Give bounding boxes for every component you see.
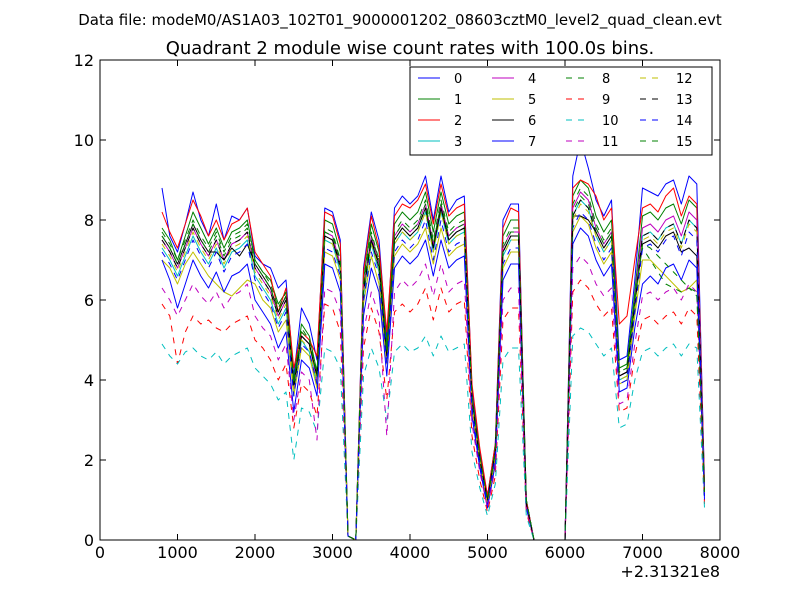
y-tick-label: 10: [74, 131, 94, 150]
legend-label-10: 10: [602, 114, 619, 129]
x-axis: 0 1000 2000 3000 4000 5000 6000 7000 8000: [95, 60, 740, 562]
legend-label-14: 14: [676, 114, 693, 129]
series-line-13: [161, 199, 705, 540]
legend-label-5: 5: [528, 93, 536, 108]
legend-label-11: 11: [602, 135, 619, 150]
series-line-7: [161, 227, 705, 540]
legend-label-8: 8: [602, 72, 610, 87]
series-line-15: [161, 195, 705, 540]
series-line-8: [161, 187, 705, 540]
x-tick-label: 1000: [157, 543, 198, 562]
x-tick-label: 5000: [467, 543, 508, 562]
legend-label-9: 9: [602, 93, 610, 108]
x-tick-label: 8000: [700, 543, 741, 562]
x-tick-label: 4000: [390, 543, 431, 562]
series-line-10: [161, 327, 705, 540]
legend-label-2: 2: [454, 114, 462, 129]
x-tick-label: 3000: [312, 543, 353, 562]
series-line-14: [161, 211, 705, 540]
chart-title: Quadrant 2 module wise count rates with …: [166, 38, 655, 59]
series-line-2: [161, 179, 705, 540]
legend-label-0: 0: [454, 72, 462, 87]
x-tick-label: 0: [95, 543, 105, 562]
y-tick-label: 2: [84, 451, 94, 470]
legend-label-3: 3: [454, 135, 462, 150]
series-line-9: [161, 279, 705, 540]
series-line-0: [161, 139, 705, 540]
x-tick-label: 2000: [235, 543, 276, 562]
legend-label-15: 15: [676, 135, 693, 150]
legend-label-1: 1: [454, 93, 462, 108]
series-layer: [161, 139, 705, 540]
series-line-1: [161, 179, 705, 540]
legend-label-6: 6: [528, 114, 536, 129]
series-line-11: [161, 255, 705, 540]
y-tick-label: 8: [84, 211, 94, 230]
series-line-12: [161, 203, 705, 540]
legend-label-7: 7: [528, 135, 536, 150]
y-tick-label: 6: [84, 291, 94, 310]
legend-label-12: 12: [676, 72, 693, 87]
suptitle: Data file: modeM0/AS1A03_102T01_90000012…: [78, 11, 722, 30]
legend-frame: [409, 66, 713, 156]
x-tick-label: 6000: [545, 543, 586, 562]
legend-label-4: 4: [528, 72, 536, 87]
x-offset-label: +2.31321e8: [620, 562, 720, 581]
y-tick-label: 4: [84, 371, 94, 390]
y-tick-label: 12: [74, 51, 94, 70]
legend-label-13: 13: [676, 93, 693, 108]
x-tick-label: 7000: [622, 543, 663, 562]
y-tick-label: 0: [84, 531, 94, 550]
